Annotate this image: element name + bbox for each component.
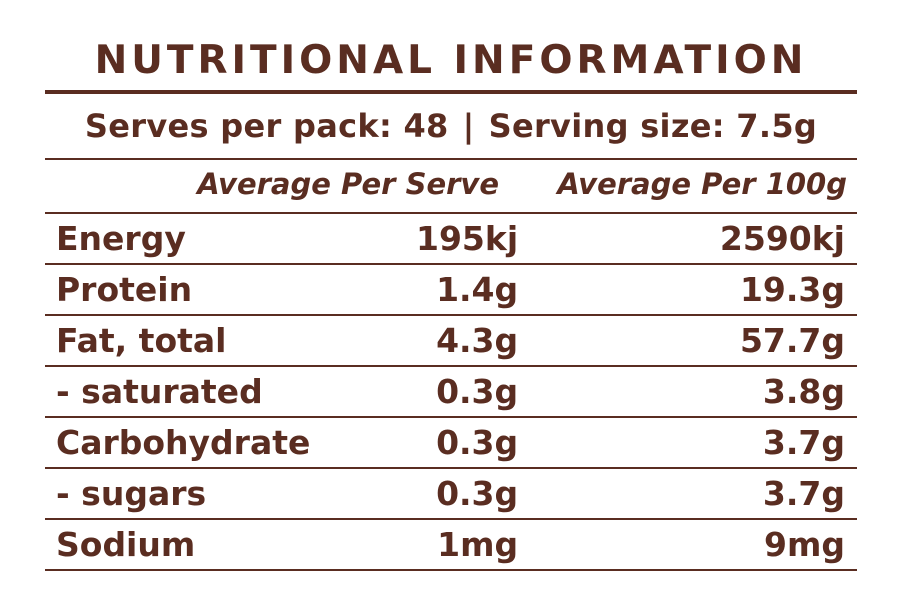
nutrition-panel: NUTRITIONAL INFORMATION Serves per pack:… bbox=[45, 30, 857, 571]
serves-rule bbox=[45, 158, 857, 160]
table-row: Energy 195kj 2590kj bbox=[45, 212, 857, 265]
nutrient-name: - sugars bbox=[45, 468, 416, 520]
per-serve-value: 1.4g bbox=[416, 264, 519, 316]
per-100g-value: 3.8g bbox=[518, 366, 857, 418]
table-row: Protein 1.4g 19.3g bbox=[45, 264, 857, 316]
serves-per-pack: Serves per pack: 48 bbox=[84, 107, 449, 145]
table-row: - sugars 0.3g 3.7g bbox=[45, 468, 857, 520]
column-header-per-serve: Average Per Serve bbox=[197, 167, 499, 201]
per-100g-value: 3.7g bbox=[518, 417, 857, 469]
per-serve-value: 0.3g bbox=[416, 417, 519, 469]
serving-size: Serving size: 7.5g bbox=[488, 107, 818, 145]
per-serve-value: 0.3g bbox=[416, 366, 519, 418]
nutrient-name: Protein bbox=[45, 264, 416, 316]
serves-separator: | bbox=[462, 107, 475, 145]
per-100g-value: 57.7g bbox=[518, 315, 857, 367]
table-row: Carbohydrate 0.3g 3.7g bbox=[45, 417, 857, 469]
column-header-row: Average Per Serve Average Per 100g bbox=[45, 160, 857, 212]
nutrient-name: Sodium bbox=[45, 519, 416, 571]
per-serve-value: 4.3g bbox=[416, 315, 519, 367]
nutrient-name: Energy bbox=[45, 212, 416, 265]
per-100g-value: 2590kj bbox=[518, 212, 857, 265]
nutrient-name: Fat, total bbox=[45, 315, 416, 367]
panel-title: NUTRITIONAL INFORMATION bbox=[94, 38, 808, 83]
column-header-per-100g: Average Per 100g bbox=[557, 167, 847, 201]
table-row: Sodium 1mg 9mg bbox=[45, 519, 857, 571]
per-serve-value: 1mg bbox=[416, 519, 519, 571]
serves-line: Serves per pack: 48 | Serving size: 7.5g bbox=[45, 94, 857, 158]
per-100g-value: 3.7g bbox=[518, 468, 857, 520]
per-100g-value: 9mg bbox=[518, 519, 857, 571]
nutrition-table: Energy 195kj 2590kj Protein 1.4g 19.3g F… bbox=[45, 212, 857, 571]
nutrient-name: Carbohydrate bbox=[45, 417, 416, 469]
title-rule bbox=[45, 90, 857, 94]
per-serve-value: 0.3g bbox=[416, 468, 519, 520]
per-100g-value: 19.3g bbox=[518, 264, 857, 316]
nutrient-name: - saturated bbox=[45, 366, 416, 418]
per-serve-value: 195kj bbox=[416, 212, 519, 265]
table-row: Fat, total 4.3g 57.7g bbox=[45, 315, 857, 367]
table-row: - saturated 0.3g 3.8g bbox=[45, 366, 857, 418]
